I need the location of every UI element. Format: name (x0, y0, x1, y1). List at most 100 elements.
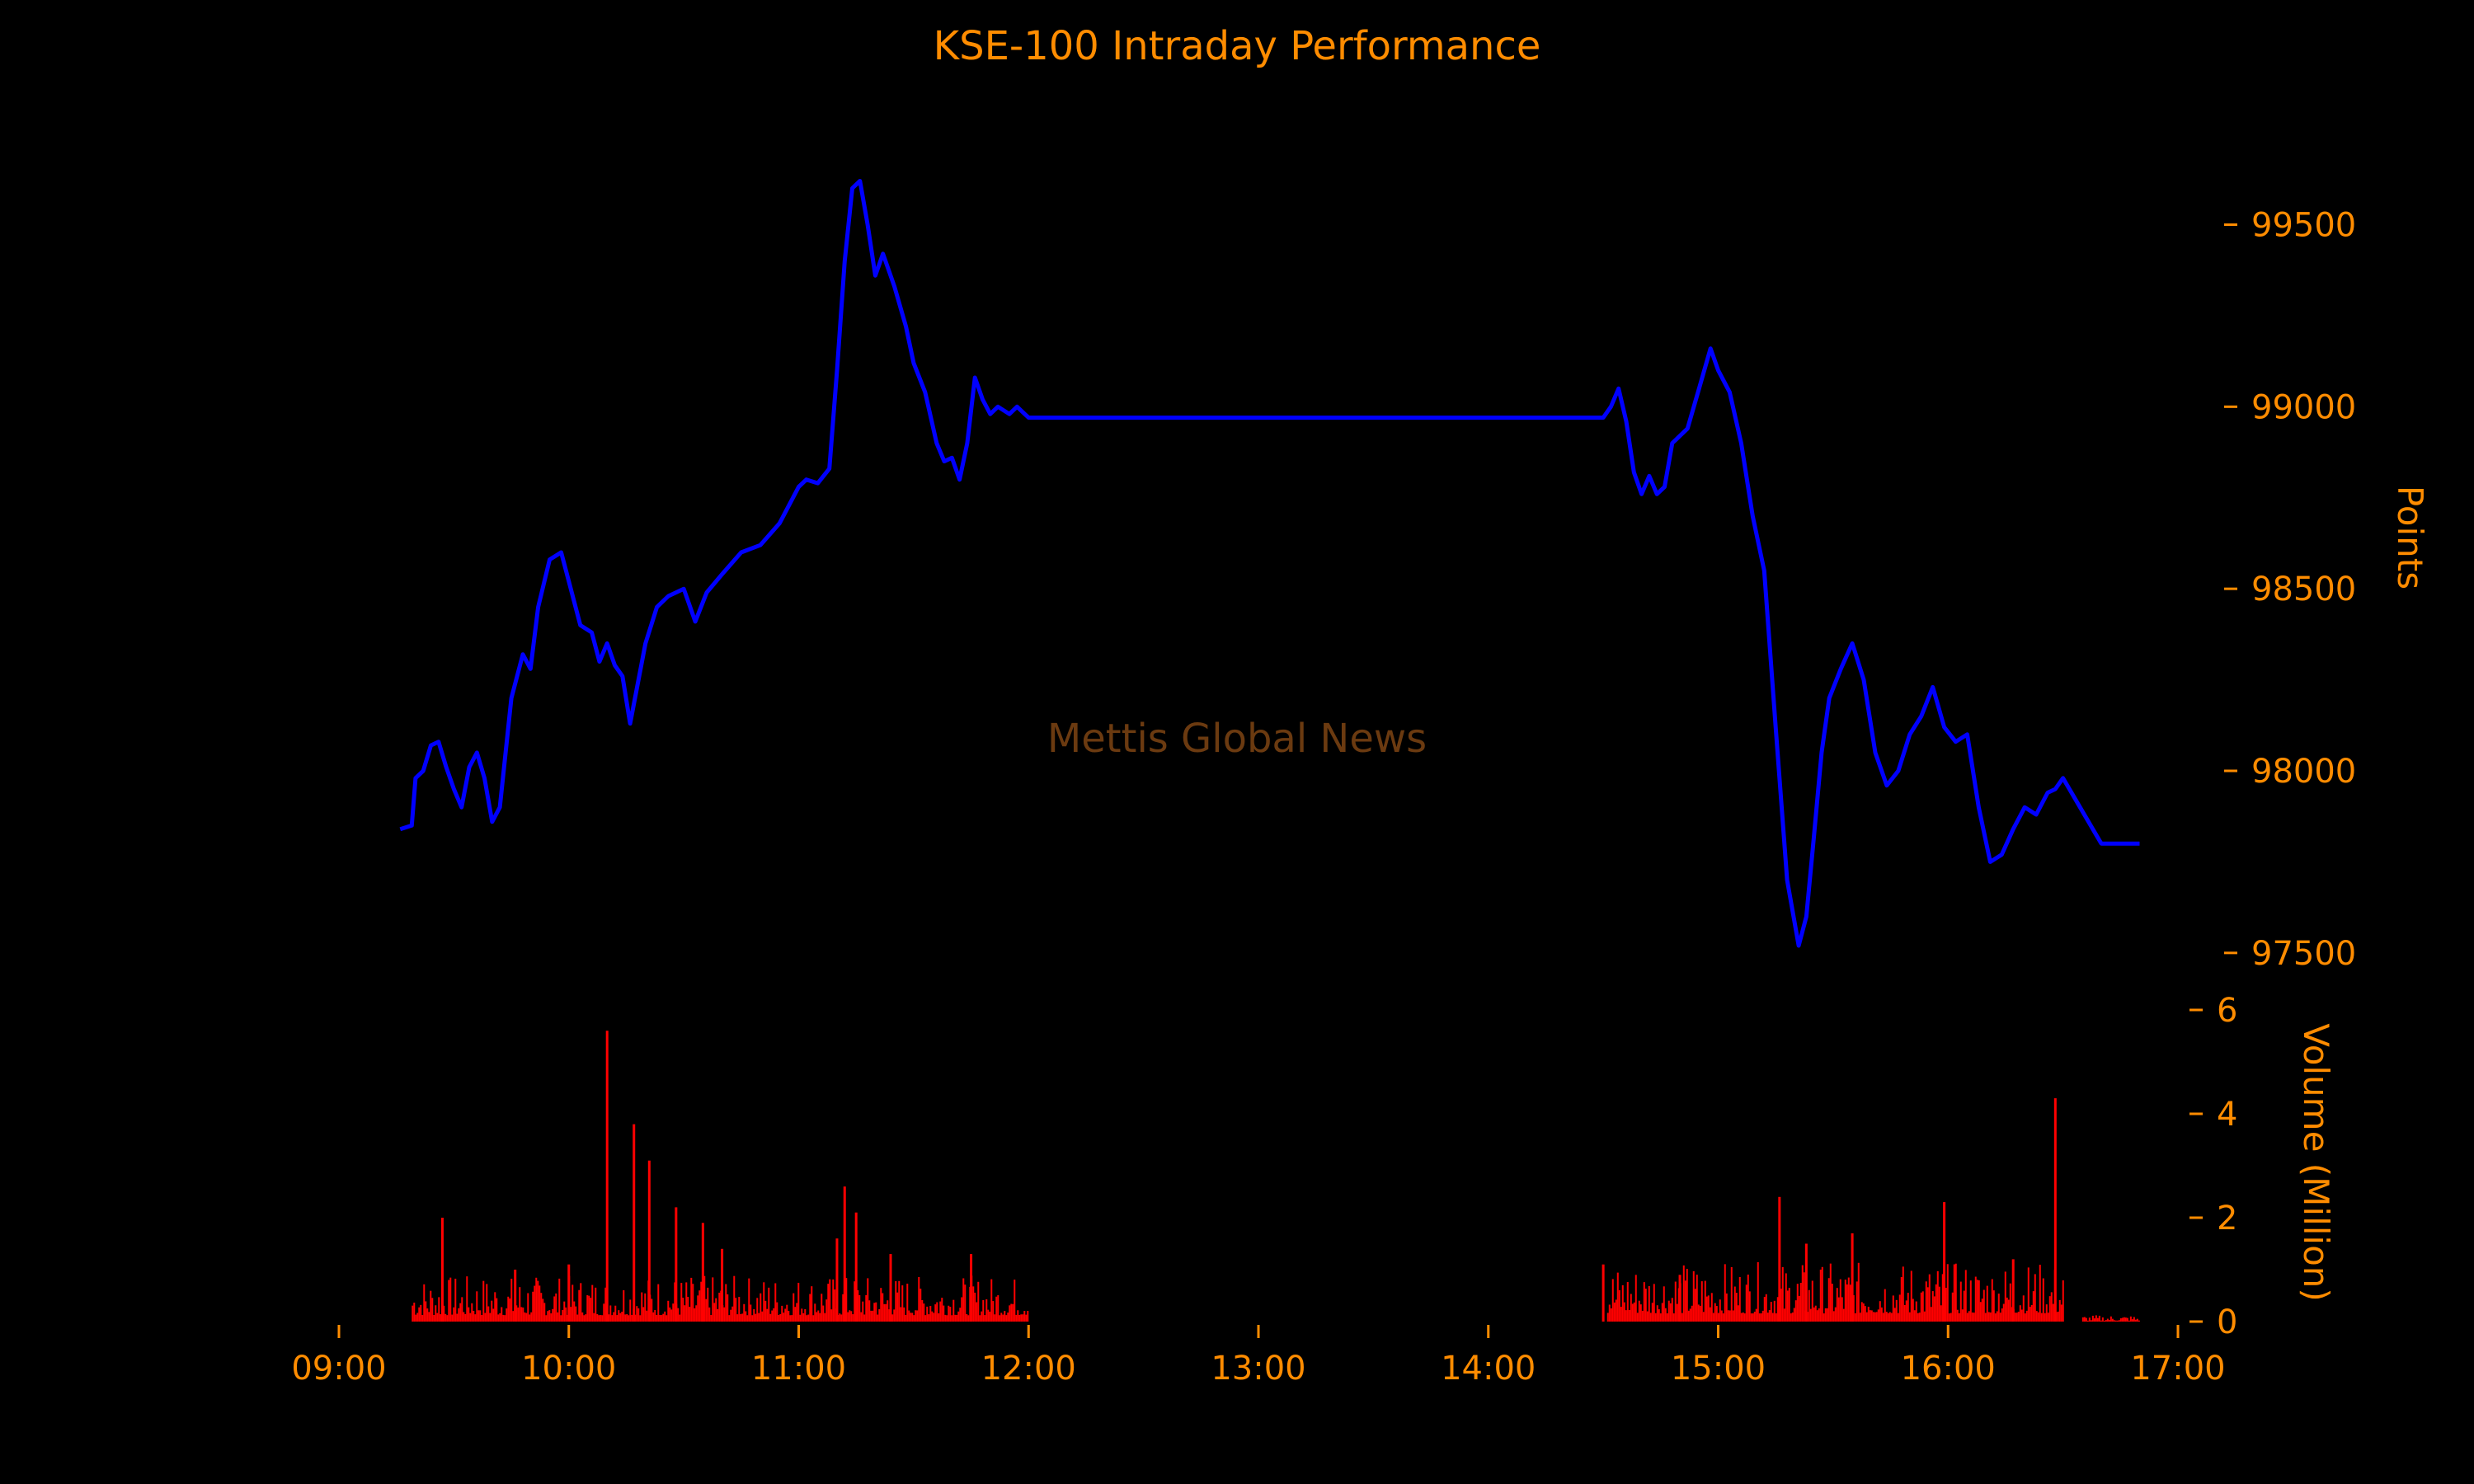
volume-bar (1811, 1280, 1813, 1322)
volume-bar (563, 1301, 566, 1322)
volume-bar (501, 1307, 503, 1322)
volume-bar (2052, 1303, 2054, 1322)
volume-bar (1667, 1300, 1670, 1322)
volume-bar (755, 1313, 757, 1322)
volume-bar (2040, 1313, 2043, 1322)
price-y-axis: 97500 98000 98500 99000 99500 (2224, 207, 2356, 973)
volume-bar (1836, 1288, 1838, 1322)
volume-bar (793, 1293, 795, 1322)
volume-bar (1969, 1280, 1972, 1322)
volume-bar (2044, 1313, 2046, 1322)
volume-bar (609, 1305, 612, 1322)
volume-bar (1918, 1313, 1921, 1322)
volume-bar (413, 1303, 416, 1322)
volume-bar (924, 1315, 927, 1322)
volume-bar (1626, 1282, 1629, 1322)
volume-bar (1808, 1289, 1810, 1322)
volume-bar (1857, 1262, 1860, 1322)
volume-bar (731, 1306, 734, 1322)
volume-bar (1663, 1286, 1665, 1322)
volume-bar (839, 1313, 841, 1322)
volume-bar (543, 1303, 546, 1322)
volume-y-tick-label: 4 (2217, 1096, 2237, 1134)
volume-bar (1826, 1308, 1828, 1322)
volume-bar (1750, 1313, 1752, 1322)
volume-bar (525, 1313, 528, 1322)
volume-bar (751, 1315, 754, 1322)
volume-bar (1760, 1313, 1762, 1322)
volume-bar (491, 1300, 493, 1322)
volume-bar (1974, 1276, 1977, 1322)
volume-bar (756, 1298, 759, 1322)
volume-bar (1704, 1280, 1706, 1322)
volume-bar (1646, 1311, 1649, 1322)
volume-bar (2119, 1318, 2122, 1322)
volume-bar (811, 1286, 813, 1322)
volume-bar (2083, 1317, 2086, 1322)
volume-bar (895, 1281, 897, 1322)
volume-bar (482, 1280, 485, 1322)
volume-bar (601, 1315, 604, 1322)
volume-bar (2015, 1313, 2018, 1322)
volume-bar (1951, 1292, 1954, 1322)
volume-bar (684, 1305, 686, 1322)
volume-bar (1859, 1313, 1861, 1322)
volume-bar (2090, 1320, 2092, 1322)
volume-bar (1694, 1289, 1696, 1322)
volume-spike (1778, 1196, 1781, 1322)
volume-bar (735, 1298, 737, 1322)
x-axis: 09:00 10:00 11:00 12:00 13:00 14:00 15:00 16:00… (291, 1325, 2226, 1388)
volume-bar (760, 1293, 762, 1322)
volume-bar (1720, 1310, 1723, 1322)
volume-bar (796, 1303, 798, 1322)
volume-bar (1854, 1313, 1856, 1322)
volume-bar (489, 1313, 492, 1322)
volume-bar (1931, 1291, 1934, 1322)
volume-bar (654, 1310, 656, 1322)
volume-bar (1630, 1294, 1632, 1322)
volume-bar (1702, 1312, 1705, 1322)
volume-bar (1791, 1313, 1794, 1322)
volume-bar (2126, 1317, 2128, 1322)
volume-bar (1902, 1266, 1904, 1322)
volume-bar (580, 1283, 582, 1322)
volume-bar (1757, 1261, 1759, 1322)
volume-bar (1009, 1305, 1011, 1322)
x-tick-label: 14:00 (1441, 1350, 1536, 1388)
volume-bar (1732, 1310, 1734, 1322)
volume-bar (1691, 1305, 1693, 1322)
volume-bar (440, 1314, 442, 1322)
volume-bar (954, 1314, 957, 1322)
volume-bar (949, 1307, 952, 1322)
volume-bar (974, 1292, 976, 1322)
volume-bar (604, 1287, 607, 1322)
volume-bar (817, 1310, 820, 1322)
volume-bar (1831, 1284, 1833, 1322)
volume-bar (700, 1281, 703, 1322)
volume-spike (843, 1186, 846, 1322)
volume-bar (1002, 1314, 1004, 1322)
volume-bar (565, 1307, 567, 1322)
volume-bar (880, 1288, 882, 1322)
volume-bar (689, 1307, 691, 1322)
volume-bar (2105, 1320, 2107, 1322)
volume-bar (474, 1314, 477, 1322)
volume-bar (446, 1315, 449, 1322)
volume-spike (854, 1212, 858, 1322)
volume-bar (1938, 1286, 1940, 1322)
volume-bar (948, 1305, 950, 1322)
volume-bar (738, 1297, 741, 1322)
volume-bar (746, 1315, 749, 1322)
volume-bar (888, 1309, 891, 1322)
volume-bar (547, 1311, 549, 1322)
volume-bar (1788, 1288, 1790, 1322)
volume-bar (825, 1299, 828, 1322)
volume-bar (779, 1313, 782, 1322)
volume-bar (791, 1315, 793, 1322)
volume-spike (970, 1254, 973, 1322)
volume-bar (2101, 1317, 2104, 1322)
volume-bar (1763, 1297, 1766, 1322)
volume-bar (2095, 1315, 2097, 1322)
volume-bar (1877, 1309, 1879, 1322)
